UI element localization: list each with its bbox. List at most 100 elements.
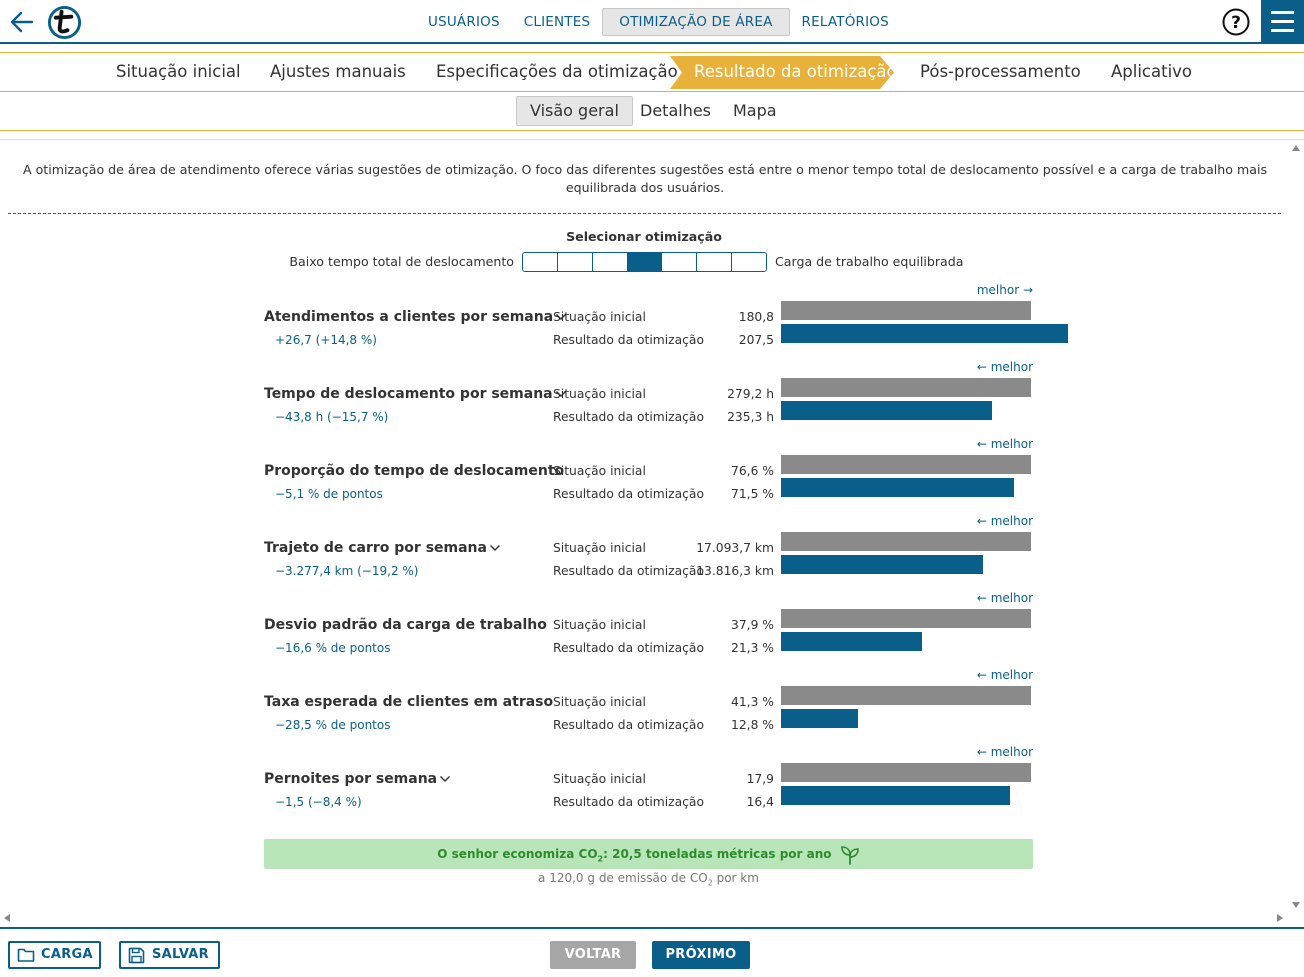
help-icon[interactable]: ?: [1222, 8, 1250, 36]
chevron-down-icon[interactable]: [555, 313, 567, 321]
metric-title: Taxa esperada de clientes em atraso: [264, 694, 553, 710]
optimized-value: 21,3 %: [731, 641, 774, 655]
initial-bar: [781, 532, 1031, 551]
optimized-bar: [781, 401, 992, 420]
step-optimization-specs[interactable]: Especificações da otimização: [436, 62, 678, 81]
load-button[interactable]: CARGA: [8, 941, 101, 969]
optimized-value: 16,4: [746, 795, 774, 809]
nav-reports[interactable]: RELATÓRIOS: [801, 14, 889, 30]
co2-note-subscript: 2: [707, 878, 713, 888]
chevron-down-icon[interactable]: [555, 390, 567, 398]
optimized-bar: [781, 324, 1068, 343]
metric-title[interactable]: Trajeto de carro por semana: [264, 540, 501, 556]
metric-title[interactable]: Pernoites por semana: [264, 771, 451, 787]
metric-title: Desvio padrão da carga de trabalho: [264, 617, 547, 633]
save-button[interactable]: SALVAR: [119, 941, 220, 969]
initial-situation-label: Situação inicial: [553, 541, 646, 555]
optimization-result-label: Resultado da otimização: [553, 795, 704, 809]
metric-title-label: Pernoites por semana: [264, 771, 438, 787]
slider-segment-7[interactable]: [732, 253, 766, 271]
chevron-down-icon[interactable]: [439, 775, 451, 783]
optimized-bar: [781, 632, 922, 651]
metric-title-label: Atendimentos a clientes por semana: [264, 309, 554, 325]
metric-title-label: Trajeto de carro por semana: [264, 540, 487, 556]
bottom-bar: CARGA SALVAR VOLTAR PRÓXIMO: [0, 927, 1304, 977]
scroll-right-arrow-icon[interactable]: [1277, 914, 1283, 922]
optimization-result-label: Resultado da otimização: [553, 333, 704, 347]
initial-value: 17.093,7 km: [696, 541, 774, 555]
metric-title[interactable]: Tempo de deslocamento por semana: [264, 386, 567, 402]
step-initial-situation[interactable]: Situação inicial: [116, 62, 241, 81]
slider-segment-1[interactable]: [523, 253, 558, 271]
optimized-bar: [781, 709, 858, 728]
nav-users[interactable]: USUÁRIOS: [428, 14, 500, 30]
floppy-disk-icon: [128, 947, 145, 964]
step-application[interactable]: Aplicativo: [1111, 62, 1193, 81]
process-steps: Situação inicial Ajustes manuais Especif…: [0, 52, 1304, 92]
scroll-up-arrow-icon[interactable]: [1292, 145, 1300, 151]
metric-row: ← melhor Tempo de deslocamento por semana…: [0, 360, 1304, 455]
scroll-left-arrow-icon[interactable]: [4, 914, 10, 922]
co2-savings-banner: O senhor economiza CO2: 20,5 toneladas m…: [264, 839, 1033, 869]
back-button[interactable]: VOLTAR: [550, 941, 636, 969]
better-direction-hint: ← melhor: [976, 514, 1033, 528]
slider-segment-5[interactable]: [662, 253, 698, 271]
optimization-result-label: Resultado da otimização: [553, 487, 704, 501]
initial-situation-label: Situação inicial: [553, 772, 646, 786]
metric-title[interactable]: Atendimentos a clientes por semana: [264, 309, 567, 325]
tab-map[interactable]: Mapa: [733, 101, 777, 120]
metric-delta: −43,8 h (−15,7 %): [275, 410, 389, 424]
back-arrow-icon[interactable]: [8, 8, 36, 36]
step-post-processing[interactable]: Pós-processamento: [920, 62, 1081, 81]
chevron-down-icon[interactable]: [489, 544, 501, 552]
svg-text:?: ?: [1231, 13, 1241, 33]
nav-clients[interactable]: CLIENTES: [523, 14, 591, 30]
leaf-icon: [840, 845, 859, 865]
optimized-value: 13.816,3 km: [696, 564, 774, 578]
metric-title-label: Proporção do tempo de deslocamento: [264, 463, 565, 479]
slider-segment-6[interactable]: [697, 253, 733, 271]
metric-row: ← melhor Desvio padrão da carga de trabal…: [0, 591, 1304, 686]
selector-right-label: Carga de trabalho equilibrada: [775, 254, 964, 269]
initial-value: 17,9: [746, 772, 774, 786]
initial-value: 279,2 h: [727, 387, 774, 401]
optimization-slider[interactable]: [522, 252, 767, 272]
initial-situation-label: Situação inicial: [553, 464, 646, 478]
optimized-bar: [781, 478, 1014, 497]
selector-left-label: Baixo tempo total de deslocamento: [289, 254, 514, 269]
metric-row: ← melhor Taxa esperada de clientes em atr…: [0, 668, 1304, 763]
optimized-value: 12,8 %: [731, 718, 774, 732]
folder-icon: [17, 948, 35, 962]
co2-note-before: a 120,0 g de emissão de CO: [538, 871, 708, 885]
optimized-value: 235,3 h: [727, 410, 774, 424]
initial-value: 76,6 %: [731, 464, 774, 478]
metric-delta: −28,5 % de pontos: [275, 718, 391, 732]
hamburger-menu-icon[interactable]: [1261, 0, 1304, 44]
nav-area-optimization[interactable]: OTIMIZAÇÃO DE ÁREA: [602, 8, 790, 36]
optimized-bar: [781, 555, 983, 574]
slider-segment-2[interactable]: [557, 253, 593, 271]
scroll-down-arrow-icon[interactable]: [1292, 902, 1300, 908]
tab-details[interactable]: Detalhes: [640, 101, 712, 120]
main-navigation: USUÁRIOS CLIENTES OTIMIZAÇÃO DE ÁREA REL…: [416, 8, 901, 36]
tab-overview[interactable]: Visão geral: [516, 96, 633, 126]
result-subtabs: Visão geral Detalhes Mapa: [0, 92, 1304, 131]
slider-segment-4[interactable]: [627, 253, 663, 271]
co2-note: a 120,0 g de emissão de CO2 por km: [264, 871, 1033, 887]
initial-situation-label: Situação inicial: [553, 310, 646, 324]
better-direction-hint: ← melhor: [976, 668, 1033, 682]
optimization-result-label: Resultado da otimização: [553, 641, 704, 655]
metric-row: ← melhor Trajeto de carro por semana −3.27…: [0, 514, 1304, 609]
metric-title-label: Taxa esperada de clientes em atraso: [264, 694, 554, 710]
metric-delta: −5,1 % de pontos: [275, 487, 383, 501]
initial-situation-label: Situação inicial: [553, 387, 646, 401]
optimized-bar: [781, 786, 1010, 805]
step-manual-adjustments[interactable]: Ajustes manuais: [270, 62, 406, 81]
slider-segment-3[interactable]: [592, 253, 628, 271]
initial-bar: [781, 609, 1031, 628]
step-optimization-result[interactable]: Resultado da otimização: [694, 62, 897, 81]
save-button-label: SALVAR: [152, 947, 209, 962]
optimized-value: 207,5: [738, 333, 774, 347]
divider: [0, 139, 1304, 140]
next-button[interactable]: PRÓXIMO: [652, 941, 750, 969]
